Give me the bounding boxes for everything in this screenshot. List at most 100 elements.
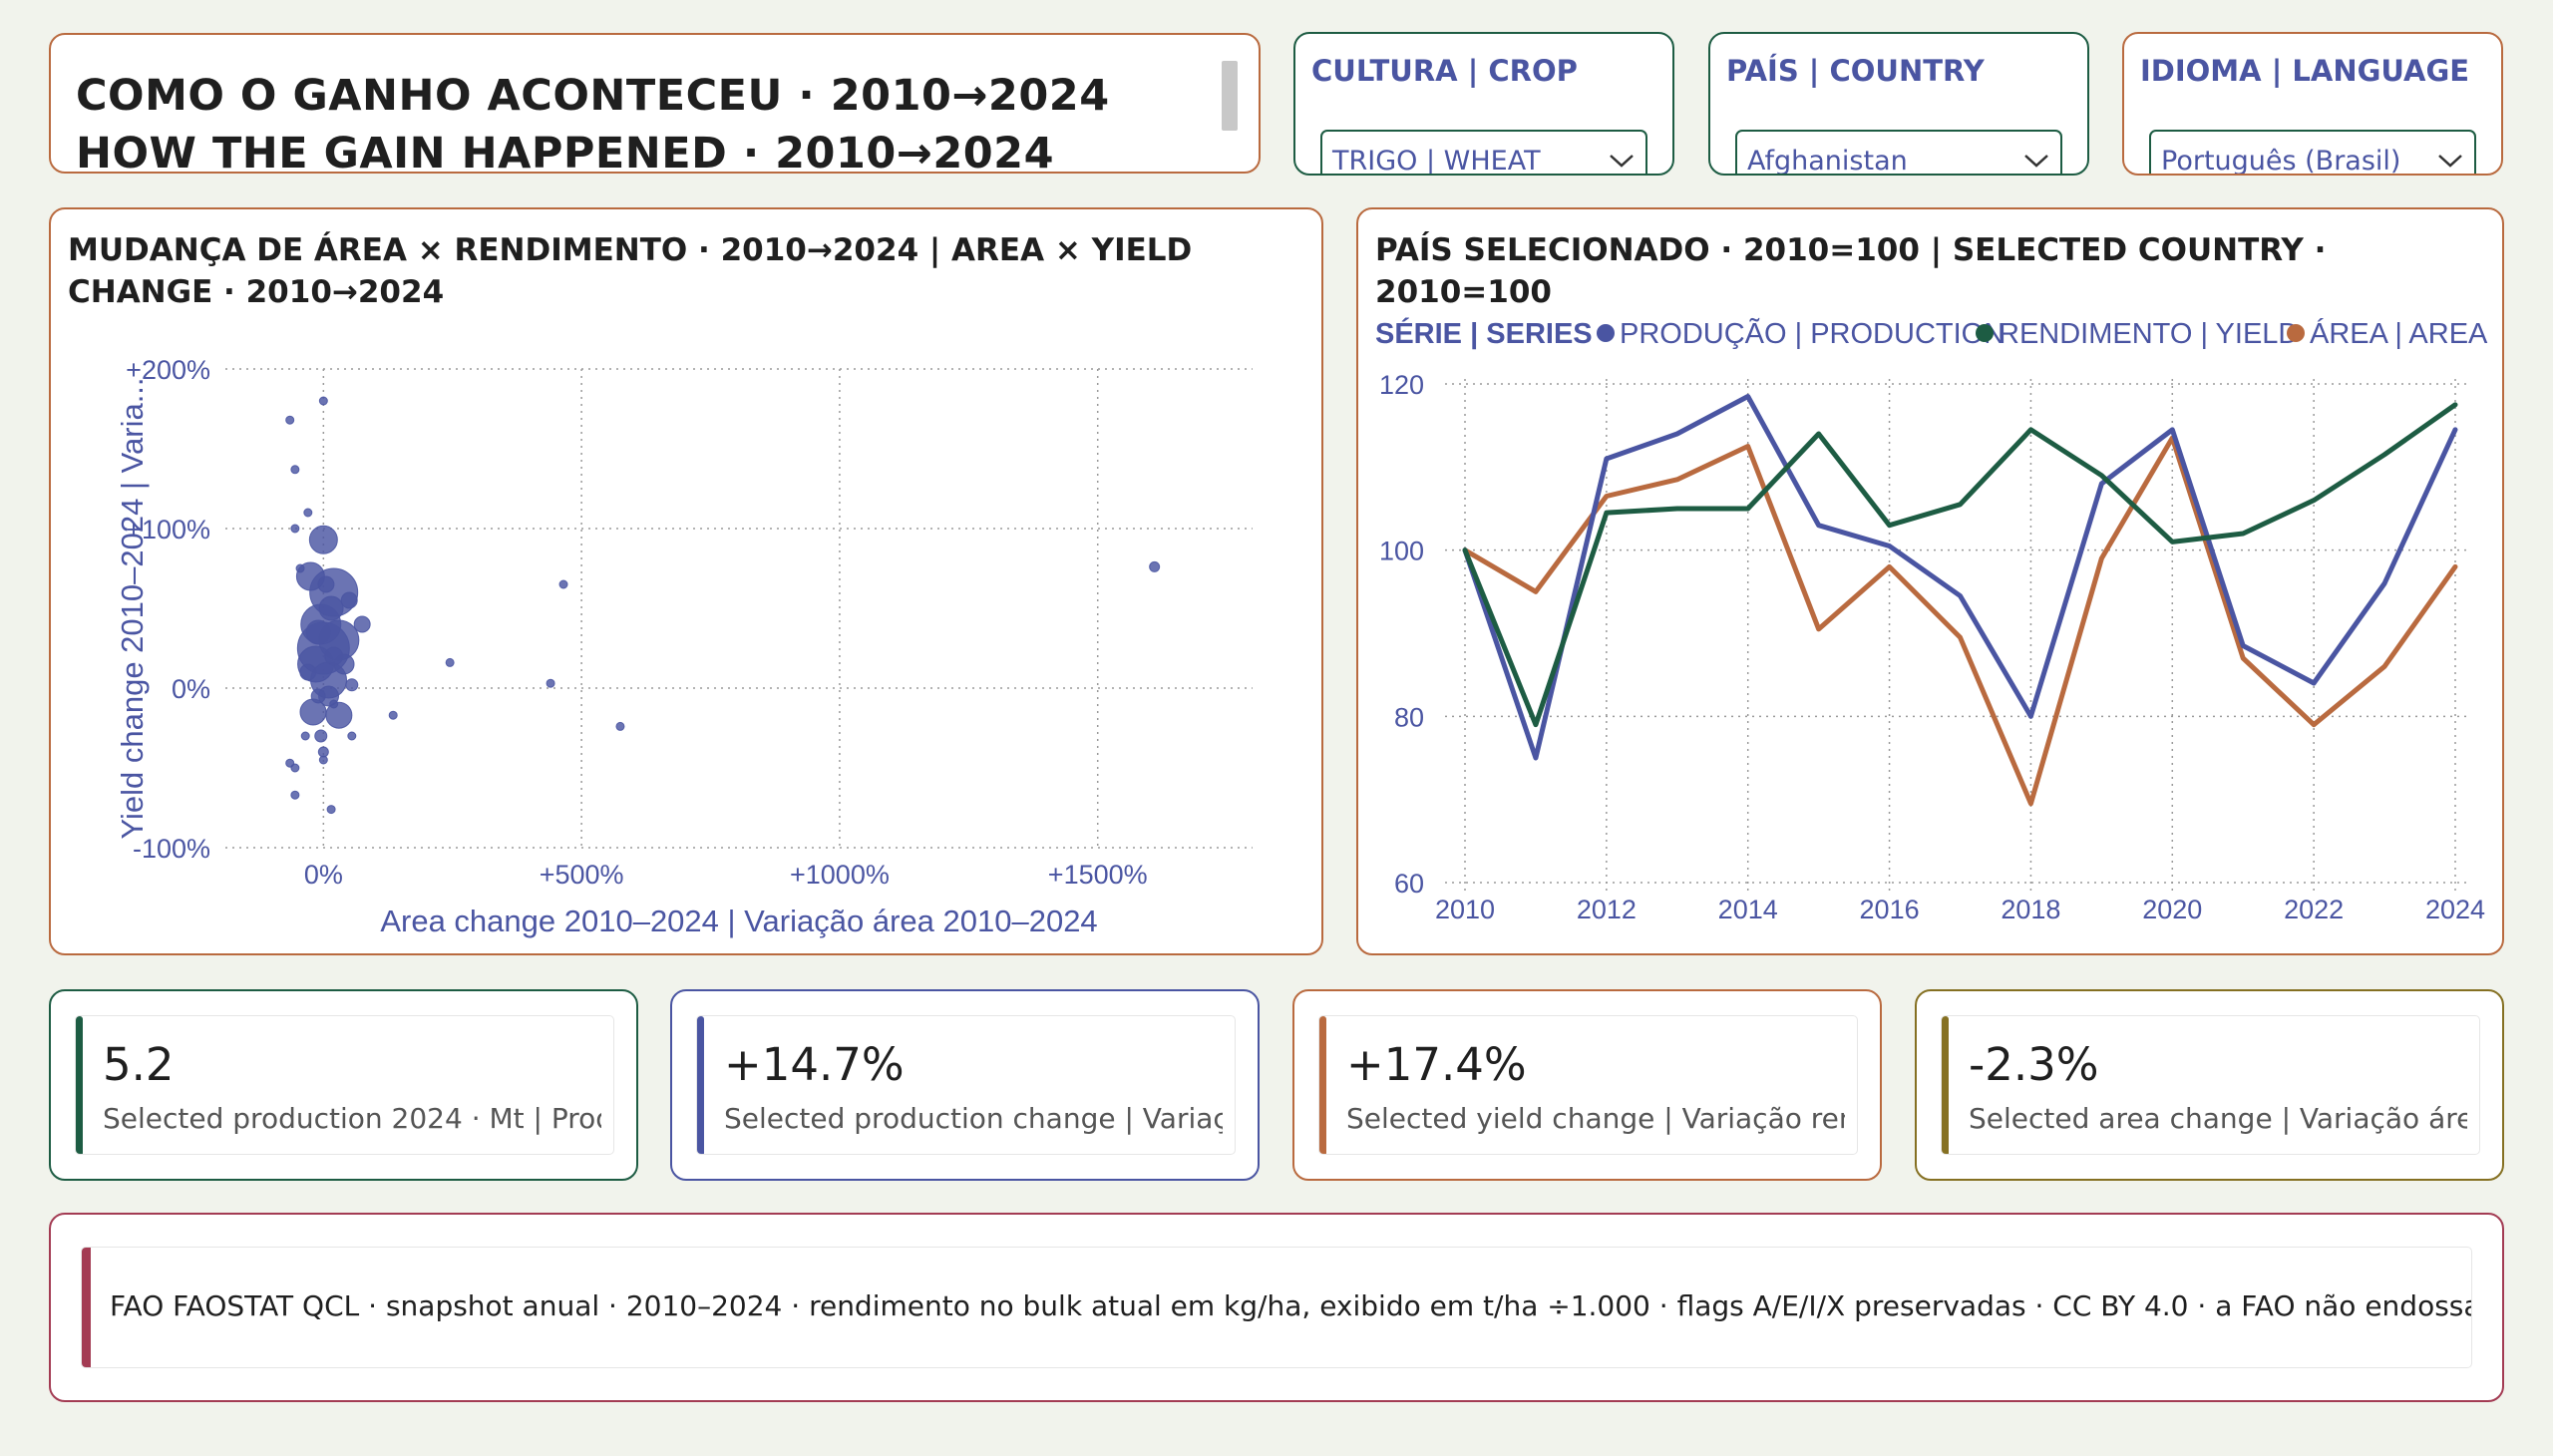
scatter-point — [329, 699, 339, 709]
chevron-down-icon — [2438, 155, 2462, 168]
page-title-line-pt: COMO O GANHO ACONTECEU · 2010→2024 — [76, 71, 1110, 121]
legend-item: ÁREA | AREA — [2310, 317, 2488, 350]
scatter-point — [388, 710, 398, 720]
scatter-x-axis-title: Area change 2010–2024 | Variação área 20… — [380, 904, 1097, 938]
line-chart[interactable]: SÉRIE | SERIES PRODUÇÃO | PRODUCTIONRENDI… — [1358, 209, 2504, 955]
page-title-line-en: HOW THE GAIN HAPPENED · 2010→2024 — [76, 129, 1055, 174]
scatter-y-axis-title: Yield change 2010–2024 | Varia... — [115, 377, 150, 839]
kpi-value: +14.7% — [724, 1038, 905, 1091]
crop-slicer-label: CULTURA | CROP — [1311, 54, 1578, 88]
kpi-label: Selected production 2024 · Mt | Produ — [103, 1102, 601, 1135]
scatter-point — [303, 508, 313, 518]
scatter-point — [546, 678, 555, 688]
line-y-tick-label: 100 — [1379, 537, 1424, 566]
line-x-tick-label: 2014 — [1718, 895, 1778, 924]
kpi-inner: -2.3% Selected area change | Variação ár… — [1941, 1015, 2480, 1155]
language-slicer: IDIOMA | LANGUAGE Português (Brasil) — [2122, 32, 2503, 176]
line-x-tick-label: 2020 — [2142, 895, 2202, 924]
scatter-point — [1149, 560, 1161, 572]
scatter-x-tick-label: +1000% — [790, 860, 890, 890]
scatter-point — [305, 619, 331, 645]
language-slicer-label: IDIOMA | LANGUAGE — [2140, 54, 2470, 88]
series-line-production — [1462, 394, 2458, 761]
crop-dropdown[interactable]: TRIGO | WHEAT — [1320, 130, 1647, 174]
legend-marker-icon — [1976, 324, 1994, 342]
scatter-x-tick-label: 0% — [304, 860, 343, 890]
title-card: COMO O GANHO ACONTECEU · 2010→2024 HOW T… — [49, 33, 1261, 174]
scatter-point — [318, 595, 344, 621]
kpi-value: -2.3% — [1969, 1038, 2099, 1091]
scatter-point — [300, 731, 310, 741]
scatter-point — [290, 790, 300, 800]
scatter-point — [299, 663, 317, 681]
line-x-tick-label: 2022 — [2284, 895, 2344, 924]
country-dropdown[interactable]: Afghanistan — [1735, 130, 2062, 176]
series-line-area — [1462, 435, 2458, 807]
scatter-point — [310, 688, 326, 704]
scatter-chart[interactable]: +200% +100% 0% -100% 0% +500% +1000% +1500% Area… — [51, 209, 1323, 955]
kpi-label: Selected area change | Variação área s — [1969, 1102, 2467, 1135]
kpi-label: Selected production change | Variação — [724, 1102, 1223, 1135]
legend-item: PRODUÇÃO | PRODUCTION — [1620, 316, 2005, 350]
kpi-accent-bar — [1942, 1016, 1949, 1154]
scatter-point — [558, 579, 568, 589]
title-scrollbar-thumb[interactable] — [1222, 61, 1238, 131]
line-chart-title: PAÍS SELECIONADO · 2010=100 | SELECTED C… — [1375, 232, 2327, 310]
scatter-point — [347, 731, 357, 741]
kpi-inner: +17.4% Selected yield change | Variação … — [1318, 1015, 1858, 1155]
line-y-tick-label: 80 — [1394, 702, 1424, 732]
scatter-point — [326, 805, 336, 815]
kpi-card-production-change: +14.7% Selected production change | Vari… — [670, 989, 1260, 1181]
language-dropdown-value: Português (Brasil) — [2161, 146, 2401, 176]
scatter-point — [308, 525, 338, 554]
country-slicer-label: PAÍS | COUNTRY — [1726, 54, 1985, 88]
source-note: FAO FAOSTAT QCL · snapshot anual · 2010–… — [110, 1289, 2472, 1322]
scatter-y-tick-label: +100% — [126, 515, 210, 545]
line-y-tick-label: 60 — [1394, 869, 1424, 899]
scatter-point — [445, 657, 455, 667]
chevron-down-icon — [1610, 155, 1634, 168]
scatter-point — [318, 396, 328, 406]
legend-marker-icon — [1597, 324, 1615, 342]
kpi-accent-bar — [1319, 1016, 1326, 1154]
scatter-point — [345, 678, 359, 692]
scatter-point — [353, 615, 371, 633]
line-x-tick-label: 2012 — [1577, 895, 1637, 924]
line-x-tick-label: 2010 — [1435, 895, 1495, 924]
line-y-tick-label: 120 — [1379, 370, 1424, 400]
line-chart-card: PAÍS SELECIONADO · 2010=100 | SELECTED C… — [1356, 207, 2504, 955]
kpi-inner: 5.2 Selected production 2024 · Mt | Prod… — [75, 1015, 614, 1155]
kpi-accent-bar — [76, 1016, 83, 1154]
kpi-value: 5.2 — [103, 1038, 175, 1091]
scatter-point — [314, 729, 328, 743]
kpi-card-production-2024: 5.2 Selected production 2024 · Mt | Prod… — [49, 989, 638, 1181]
scatter-point — [290, 524, 300, 534]
scatter-point — [318, 755, 328, 765]
kpi-inner: +14.7% Selected production change | Vari… — [696, 1015, 1236, 1155]
scatter-y-tick-label: 0% — [172, 674, 210, 704]
scatter-point — [317, 575, 335, 593]
crop-slicer: CULTURA | CROP TRIGO | WHEAT — [1293, 32, 1674, 176]
scatter-y-tick-label: +200% — [126, 355, 210, 385]
line-x-tick-label: 2016 — [1860, 895, 1920, 924]
kpi-card-area-change: -2.3% Selected area change | Variação ár… — [1915, 989, 2504, 1181]
scatter-point — [615, 721, 625, 731]
country-dropdown-value: Afghanistan — [1747, 146, 1908, 176]
scatter-point — [285, 415, 295, 425]
kpi-card-yield-change: +17.4% Selected yield change | Variação … — [1292, 989, 1882, 1181]
line-x-tick-label: 2018 — [2001, 895, 2060, 924]
scatter-point — [340, 591, 358, 609]
scatter-point — [290, 465, 300, 475]
chevron-down-icon — [2024, 155, 2048, 168]
legend-marker-icon — [2287, 324, 2305, 342]
language-dropdown[interactable]: Português (Brasil) — [2149, 130, 2476, 176]
legend-item: RENDIMENTO | YIELD — [1999, 318, 2299, 350]
legend-title: SÉRIE | SERIES — [1375, 316, 1593, 350]
scatter-point — [290, 763, 300, 773]
footer-accent-bar — [82, 1248, 91, 1367]
kpi-label: Selected yield change | Variação rendi — [1346, 1102, 1845, 1135]
series-line-yield — [1462, 402, 2458, 728]
scatter-x-tick-label: +500% — [540, 860, 624, 890]
country-slicer: PAÍS | COUNTRY Afghanistan — [1708, 32, 2089, 176]
scatter-point — [295, 563, 305, 573]
